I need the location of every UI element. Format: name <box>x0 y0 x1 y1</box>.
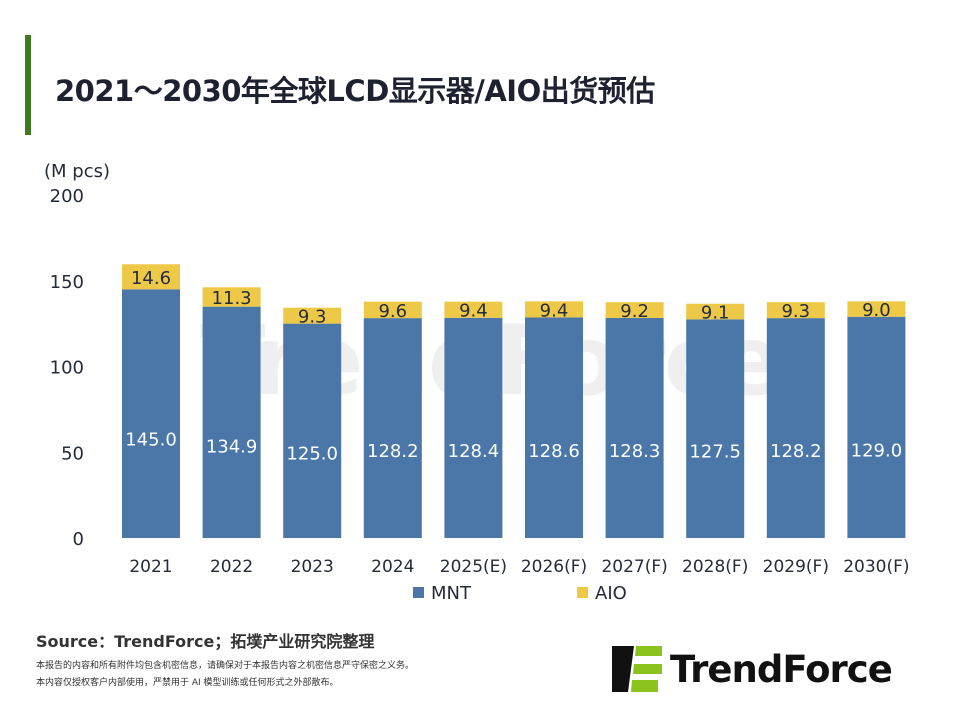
stacked-bar-chart: (M pcs) 0 50 100 150 200 145.0 14.6 2021 134.9 11.… <box>44 161 910 604</box>
data-label-aio: 9.0 <box>862 300 891 321</box>
x-tick-label: 2026(F) <box>521 557 587 577</box>
title-accent-bar <box>25 35 31 135</box>
bar-aio <box>363 301 422 319</box>
bar-mnt <box>605 317 664 538</box>
y-tick-label: 150 <box>50 272 84 293</box>
data-label-aio: 14.6 <box>131 268 171 289</box>
x-tick-label: 2021 <box>129 557 172 577</box>
bar-mnt <box>686 319 745 538</box>
bar-mnt <box>202 306 261 538</box>
bar-aio <box>766 302 825 319</box>
x-tick-label: 2024 <box>371 557 414 577</box>
y-axis-label: (M pcs) <box>44 161 110 182</box>
data-label-mnt: 128.6 <box>528 441 580 462</box>
bar-mnt <box>525 317 583 538</box>
y-tick-label: 50 <box>61 443 84 464</box>
data-label-mnt: 129.0 <box>851 441 903 462</box>
data-label-mnt: 128.4 <box>448 441 500 462</box>
data-label-aio: 11.3 <box>212 288 252 309</box>
bar-aio <box>283 307 342 324</box>
data-label-aio: 9.3 <box>781 301 810 322</box>
data-label-aio: 9.2 <box>620 301 649 322</box>
bar-aio <box>847 301 906 317</box>
data-label-mnt: 134.9 <box>206 436 258 457</box>
y-tick-label: 200 <box>50 186 84 207</box>
y-tick-label: 0 <box>73 529 84 550</box>
bar-mnt <box>847 316 906 538</box>
bar-mnt <box>363 318 422 538</box>
data-label-mnt: 128.2 <box>367 441 419 462</box>
data-label-aio: 9.6 <box>378 301 407 322</box>
y-tick-label: 100 <box>50 358 84 379</box>
data-label-aio: 9.4 <box>459 301 488 322</box>
bar-mnt <box>122 289 180 538</box>
data-label-mnt: 128.3 <box>609 441 661 462</box>
data-label-aio: 9.1 <box>701 303 730 324</box>
source-note: Source：TrendForce；拓墣产业研究院整理 <box>36 632 375 651</box>
x-tick-label: 2023 <box>291 557 334 577</box>
page-title: 2021～2030年全球LCD显示器/AIO出货预估 <box>55 74 655 108</box>
bar-aio <box>202 287 261 307</box>
bar-aio <box>605 302 664 318</box>
bar-aio <box>525 301 583 318</box>
data-label-mnt: 127.5 <box>689 442 741 463</box>
logo-text: TrendForce <box>670 647 893 691</box>
x-tick-label: 2029(F) <box>763 557 829 577</box>
disclaimer-line-1: 本报告的内容和所有附件均包含机密信息，请确保对于本报告内容之机密信息严守保密之义… <box>36 661 415 671</box>
x-tick-label: 2025(E) <box>440 557 507 577</box>
data-label-aio: 9.4 <box>540 300 569 321</box>
data-label-mnt: 125.0 <box>286 443 338 464</box>
legend-label-aio: AIO <box>595 583 627 604</box>
data-label-aio: 9.3 <box>298 307 327 328</box>
disclaimer-line-2: 本内容仅授权客户内部使用，严禁用于 AI 模型训练或任何形式之外部散布。 <box>36 678 339 688</box>
legend-swatch-mnt <box>413 587 424 598</box>
bar-aio <box>444 301 503 318</box>
legend-swatch-aio <box>577 587 588 598</box>
x-tick-label: 2030(F) <box>843 557 909 577</box>
legend-label-mnt: MNT <box>431 583 472 604</box>
bar-aio <box>686 303 745 320</box>
data-label-mnt: 128.2 <box>770 441 822 462</box>
bar-mnt <box>766 318 825 538</box>
data-label-mnt: 145.0 <box>125 430 177 451</box>
x-tick-label: 2027(F) <box>601 557 667 577</box>
bar-aio <box>122 264 180 290</box>
bar-mnt <box>283 323 342 538</box>
logo-mark-icon <box>612 646 662 692</box>
x-tick-label: 2022 <box>210 557 253 577</box>
bar-mnt <box>444 317 503 538</box>
x-tick-label: 2028(F) <box>682 557 748 577</box>
trendforce-logo: TrendForce <box>612 646 893 692</box>
